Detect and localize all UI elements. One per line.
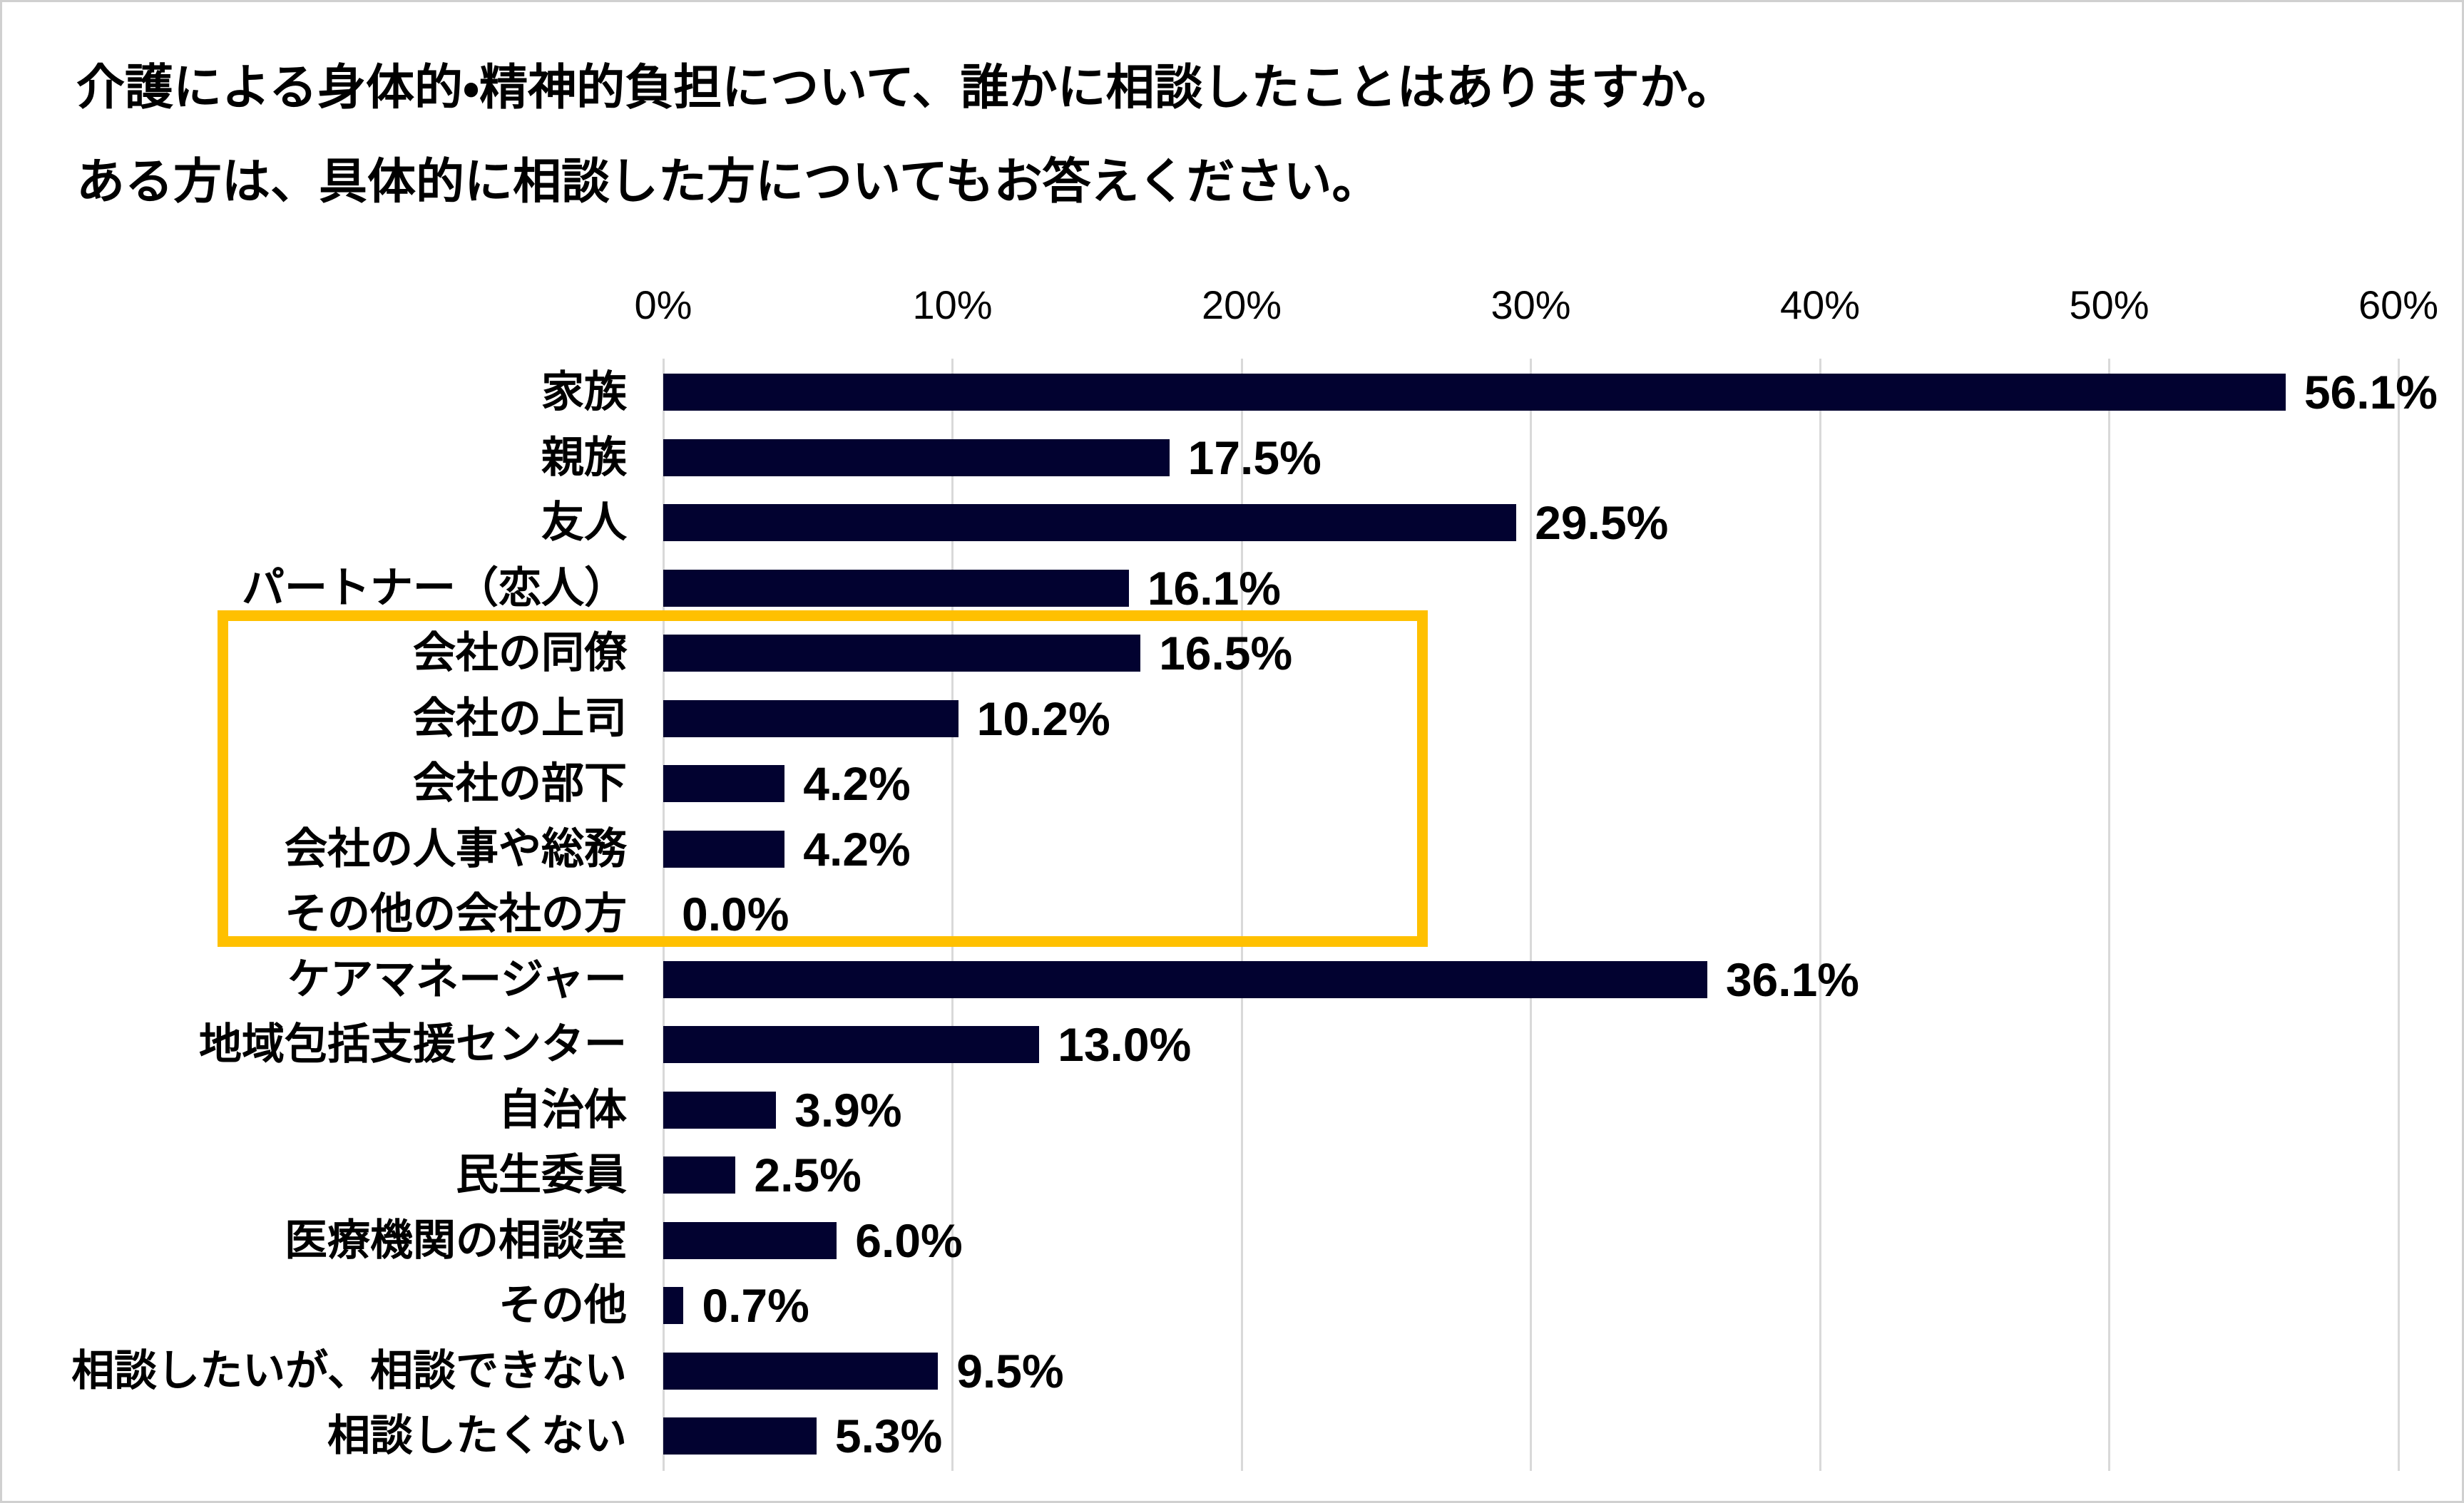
category-label: その他 [499, 1281, 627, 1329]
value-label: 16.5% [1159, 627, 1293, 679]
value-label: 29.5% [1535, 496, 1669, 549]
category-label: パートナー（恋人） [242, 563, 627, 612]
category-label: 家族 [541, 368, 627, 416]
value-label: 10.2% [976, 692, 1110, 745]
category-label: 相談したいが、相談できない [71, 1346, 627, 1395]
value-label: 36.1% [1725, 953, 1859, 1006]
value-label: 16.1% [1147, 561, 1281, 615]
bar [663, 374, 2286, 411]
value-label: 4.2% [803, 757, 911, 810]
x-axis-tick-label: 10% [912, 282, 993, 327]
gridline [662, 359, 665, 1471]
chart-title: 介護による身体的・精神的負担について、誰かに相談したことはありますか。 ある方は… [76, 41, 1735, 229]
bar [663, 1091, 777, 1129]
bar [663, 765, 785, 802]
value-label: 13.0% [1058, 1018, 1192, 1071]
bar [663, 504, 1517, 541]
category-label: 相談したくない [327, 1412, 627, 1460]
category-label: 会社の部下 [413, 759, 627, 807]
category-label: 会社の人事や総務 [285, 824, 627, 873]
chart-title-line2: ある方は、具体的に相談した方についてもお答えください。 [76, 155, 1381, 209]
bar [663, 1156, 736, 1194]
x-axis-tick-label: 50% [2069, 282, 2149, 327]
value-label: 9.5% [956, 1344, 1064, 1397]
category-label: その他の会社の方 [285, 890, 627, 938]
bar [663, 830, 785, 868]
value-label: 17.5% [1187, 431, 1322, 484]
value-label: 4.2% [803, 822, 911, 876]
value-label: 5.3% [834, 1410, 943, 1462]
gridline [1819, 359, 1821, 1471]
gridline [2108, 359, 2110, 1471]
bar [663, 1352, 939, 1390]
value-label: 56.1% [2304, 366, 2438, 419]
x-axis-tick-label: 20% [1201, 282, 1282, 327]
bar [663, 569, 1129, 607]
category-label: 医療機関の相談室 [285, 1216, 627, 1264]
category-label: 友人 [541, 498, 627, 546]
gridline [1530, 359, 1532, 1471]
value-label: 2.5% [754, 1149, 862, 1201]
gridline [951, 359, 954, 1471]
bar [663, 960, 1707, 998]
x-axis-tick-label: 30% [1491, 282, 1571, 327]
value-label: 0.7% [702, 1279, 809, 1332]
bar [663, 1417, 817, 1455]
x-axis-tick-label: 60% [2358, 282, 2439, 327]
chart-title-line1: 介護による身体的・精神的負担について、誰かに相談したことはありますか。 [76, 61, 1736, 115]
value-label: 3.9% [794, 1083, 902, 1137]
value-label: 0.0% [682, 888, 789, 940]
category-label: 民生委員 [456, 1151, 627, 1199]
bar [663, 699, 958, 737]
category-label: 地域包括支援センター [199, 1020, 627, 1068]
company-highlight-box [218, 610, 1428, 947]
gridline [1240, 359, 1243, 1471]
category-label: 会社の同僚 [413, 629, 627, 677]
bar [663, 1221, 837, 1259]
category-label: ケアマネージャー [287, 955, 627, 1003]
category-label: 自治体 [499, 1085, 627, 1134]
value-label: 6.0% [855, 1214, 963, 1267]
bar [663, 438, 1170, 476]
category-label: 会社の上司 [413, 694, 627, 742]
x-axis-tick-label: 40% [1779, 282, 1861, 327]
bar [663, 1287, 684, 1324]
x-axis-tick-label: 0% [634, 282, 692, 327]
bar [663, 635, 1141, 672]
gridline [2397, 359, 2400, 1471]
category-label: 親族 [541, 433, 627, 481]
bar [663, 1026, 1040, 1063]
